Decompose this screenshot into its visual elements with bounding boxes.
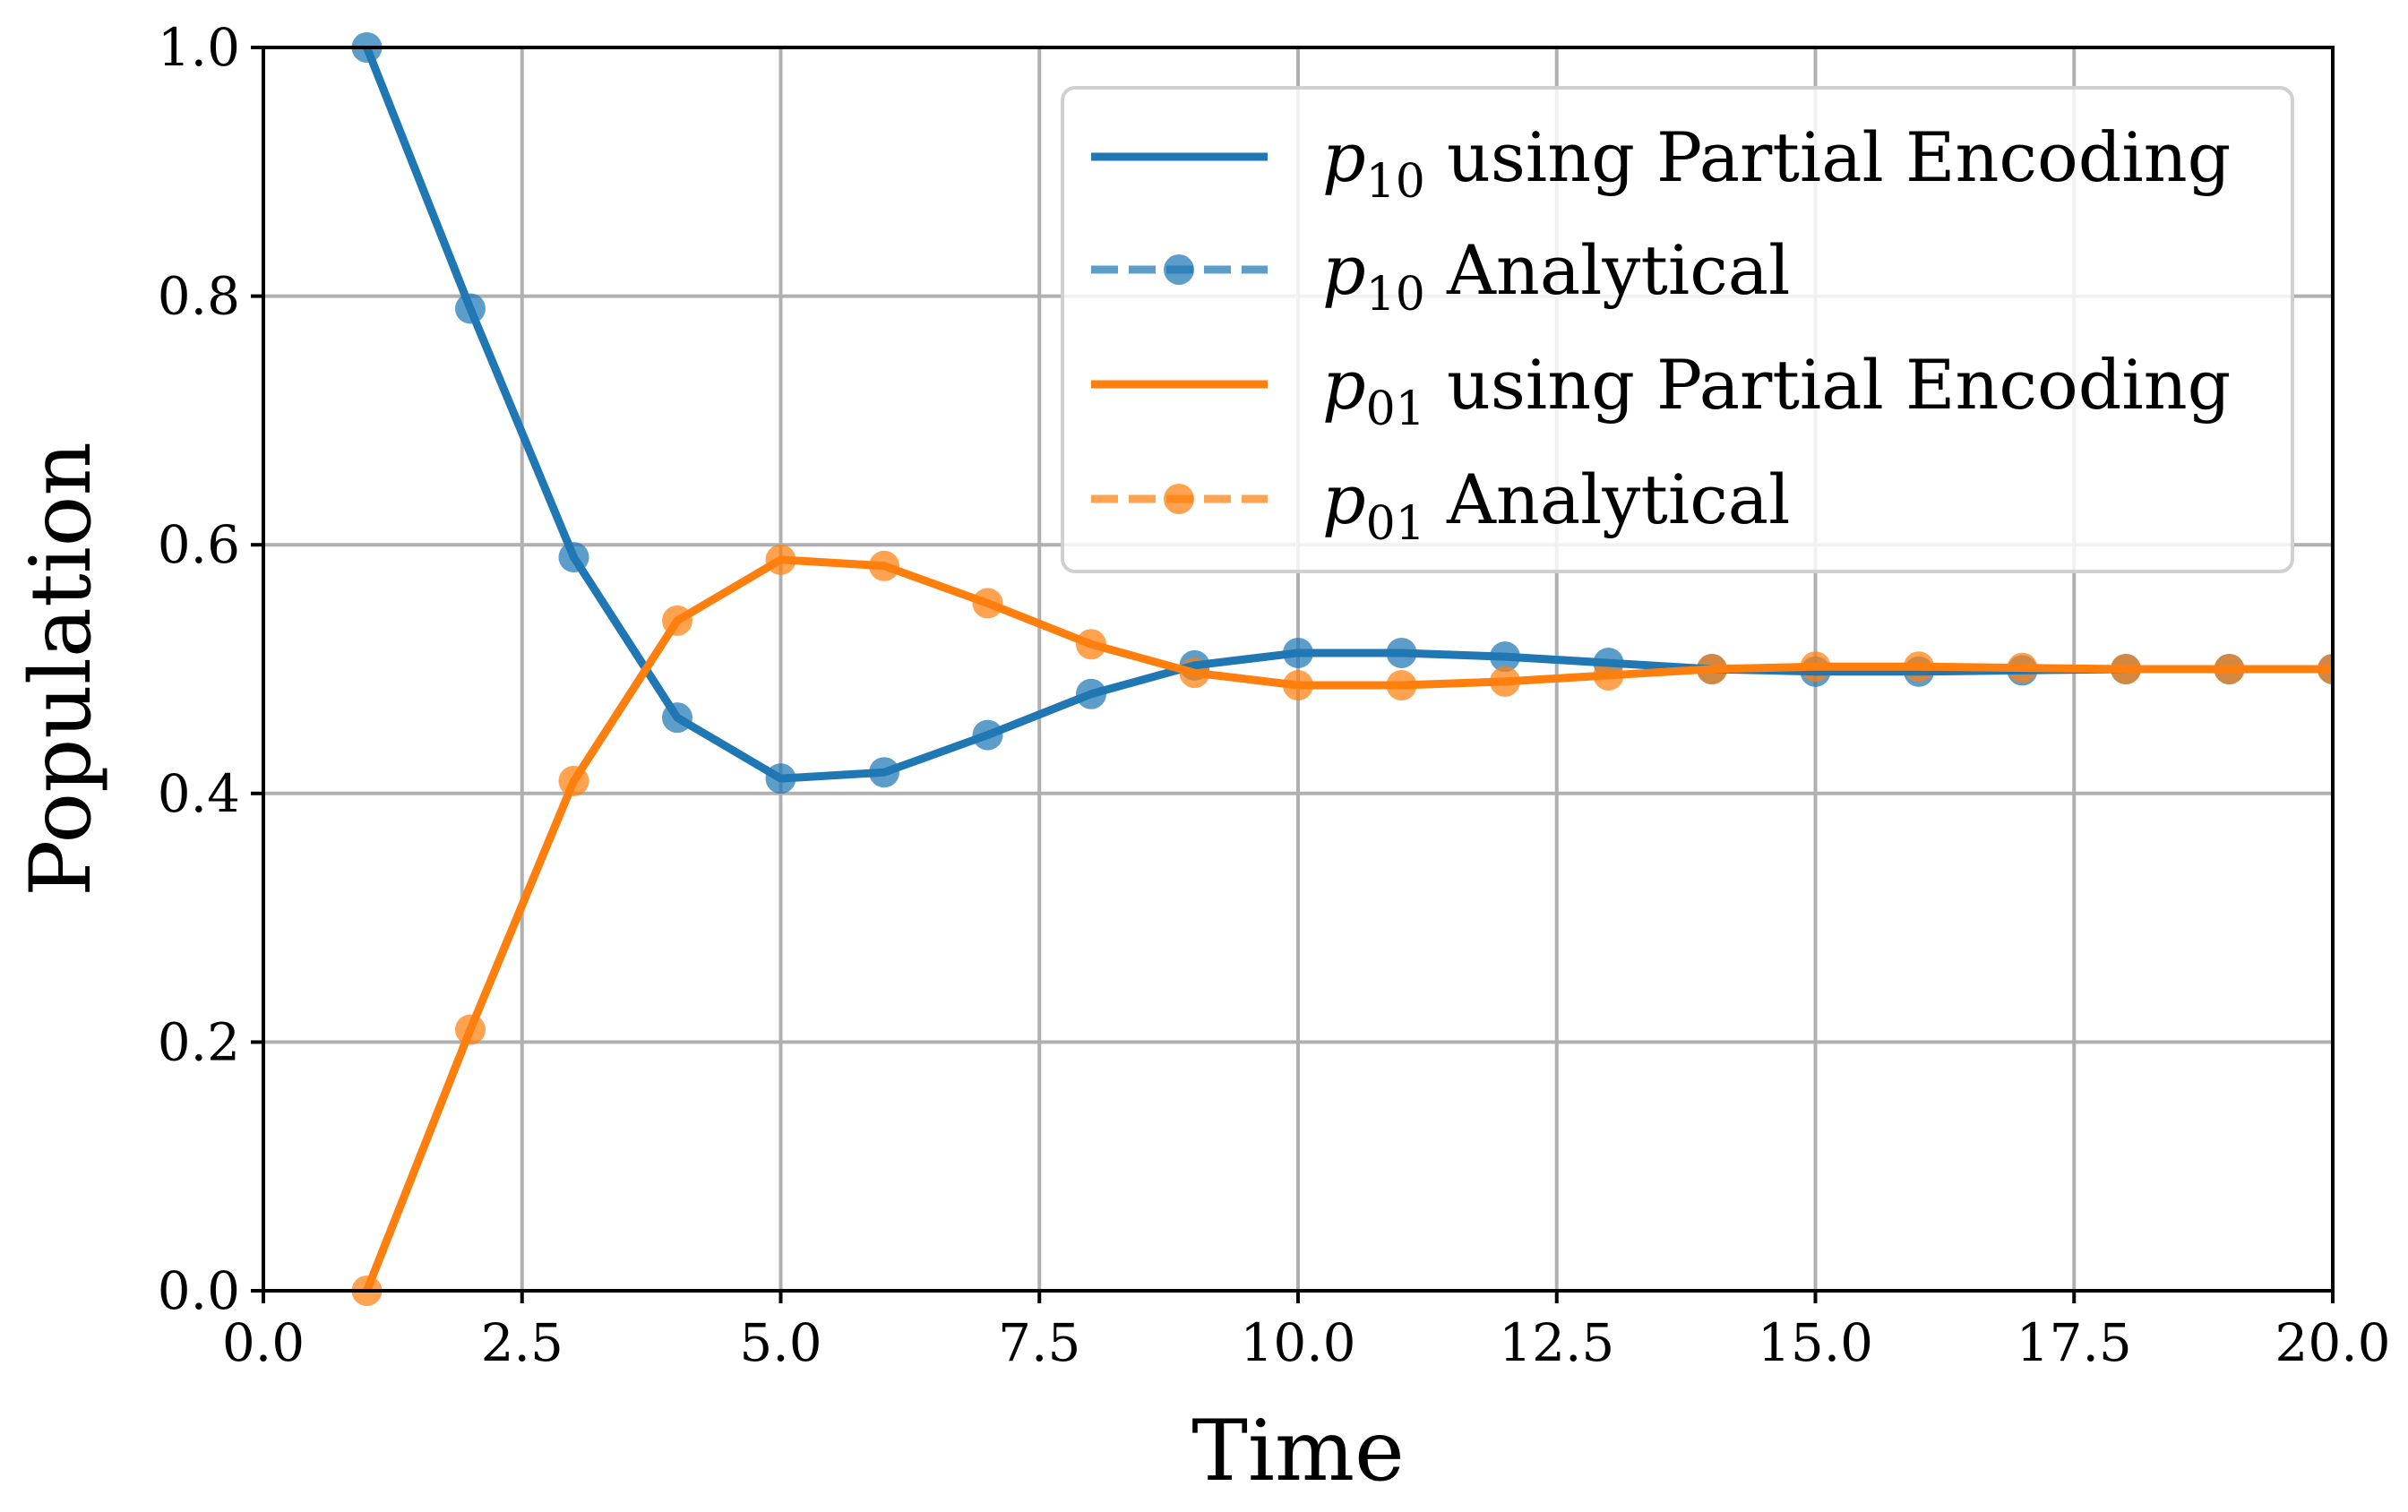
y-tick-label: 1.0 xyxy=(158,17,240,78)
x-tick-label: 0.0 xyxy=(222,1312,305,1373)
x-tick-label: 7.5 xyxy=(998,1312,1080,1373)
x-tick-label: 15.0 xyxy=(1758,1312,1873,1373)
legend-subscript: 01 xyxy=(1366,382,1425,436)
legend-description: using Partial Encoding xyxy=(1425,117,2231,197)
legend-description: using Partial Encoding xyxy=(1425,345,2231,425)
legend-marker xyxy=(1164,484,1194,514)
x-axis-title: Time xyxy=(1191,1403,1405,1500)
legend-description: Analytical xyxy=(1425,230,1791,310)
y-tick-label: 0.8 xyxy=(158,266,240,327)
legend-symbol: p xyxy=(1322,230,1366,310)
axis-ticks: 0.0 2.5 5.0 7.5 10.0 12.5 15.0 17.5 20.0 0.0 0.2 0.… xyxy=(158,17,2391,1373)
series-2 xyxy=(363,555,2333,1293)
x-tick-label: 10.0 xyxy=(1240,1312,1355,1373)
legend-entry: p10 using Partial Encoding xyxy=(1091,117,2231,209)
legend-entry: p10 Analytical xyxy=(1091,230,1790,322)
legend-entry: p01 using Partial Encoding xyxy=(1091,345,2231,436)
legend-entry: p01 Analytical xyxy=(1091,460,1790,551)
legend-label: p01 using Partial Encoding xyxy=(1322,345,2231,436)
x-tick-label: 20.0 xyxy=(2275,1312,2390,1373)
x-tick-label: 12.5 xyxy=(1499,1312,1614,1373)
x-tick-label: 5.0 xyxy=(739,1312,821,1373)
legend-label: p10 Analytical xyxy=(1322,230,1790,322)
y-tick-label: 0.4 xyxy=(158,763,240,824)
y-axis-title: Population xyxy=(13,442,110,897)
legend-symbol: p xyxy=(1322,345,1366,425)
y-tick-label: 0.0 xyxy=(158,1260,240,1321)
y-tick-label: 0.2 xyxy=(158,1011,240,1072)
series-group xyxy=(351,32,2333,1306)
legend-subscript: 10 xyxy=(1366,268,1425,322)
legend-symbol: p xyxy=(1322,460,1366,539)
legend-subscript: 10 xyxy=(1366,155,1425,209)
x-tick-label: 17.5 xyxy=(2017,1312,2132,1373)
legend-label: p10 using Partial Encoding xyxy=(1322,117,2231,209)
legend-subscript: 01 xyxy=(1366,497,1425,551)
series-line xyxy=(363,555,2333,1293)
legend-description: Analytical xyxy=(1425,460,1791,539)
legend-label: p01 Analytical xyxy=(1322,460,1790,551)
x-tick-label: 2.5 xyxy=(481,1312,563,1373)
legend-symbol: p xyxy=(1322,117,1366,197)
y-tick-label: 0.6 xyxy=(158,514,240,575)
legend-frame xyxy=(1061,86,2294,573)
legend-marker xyxy=(1164,254,1194,285)
